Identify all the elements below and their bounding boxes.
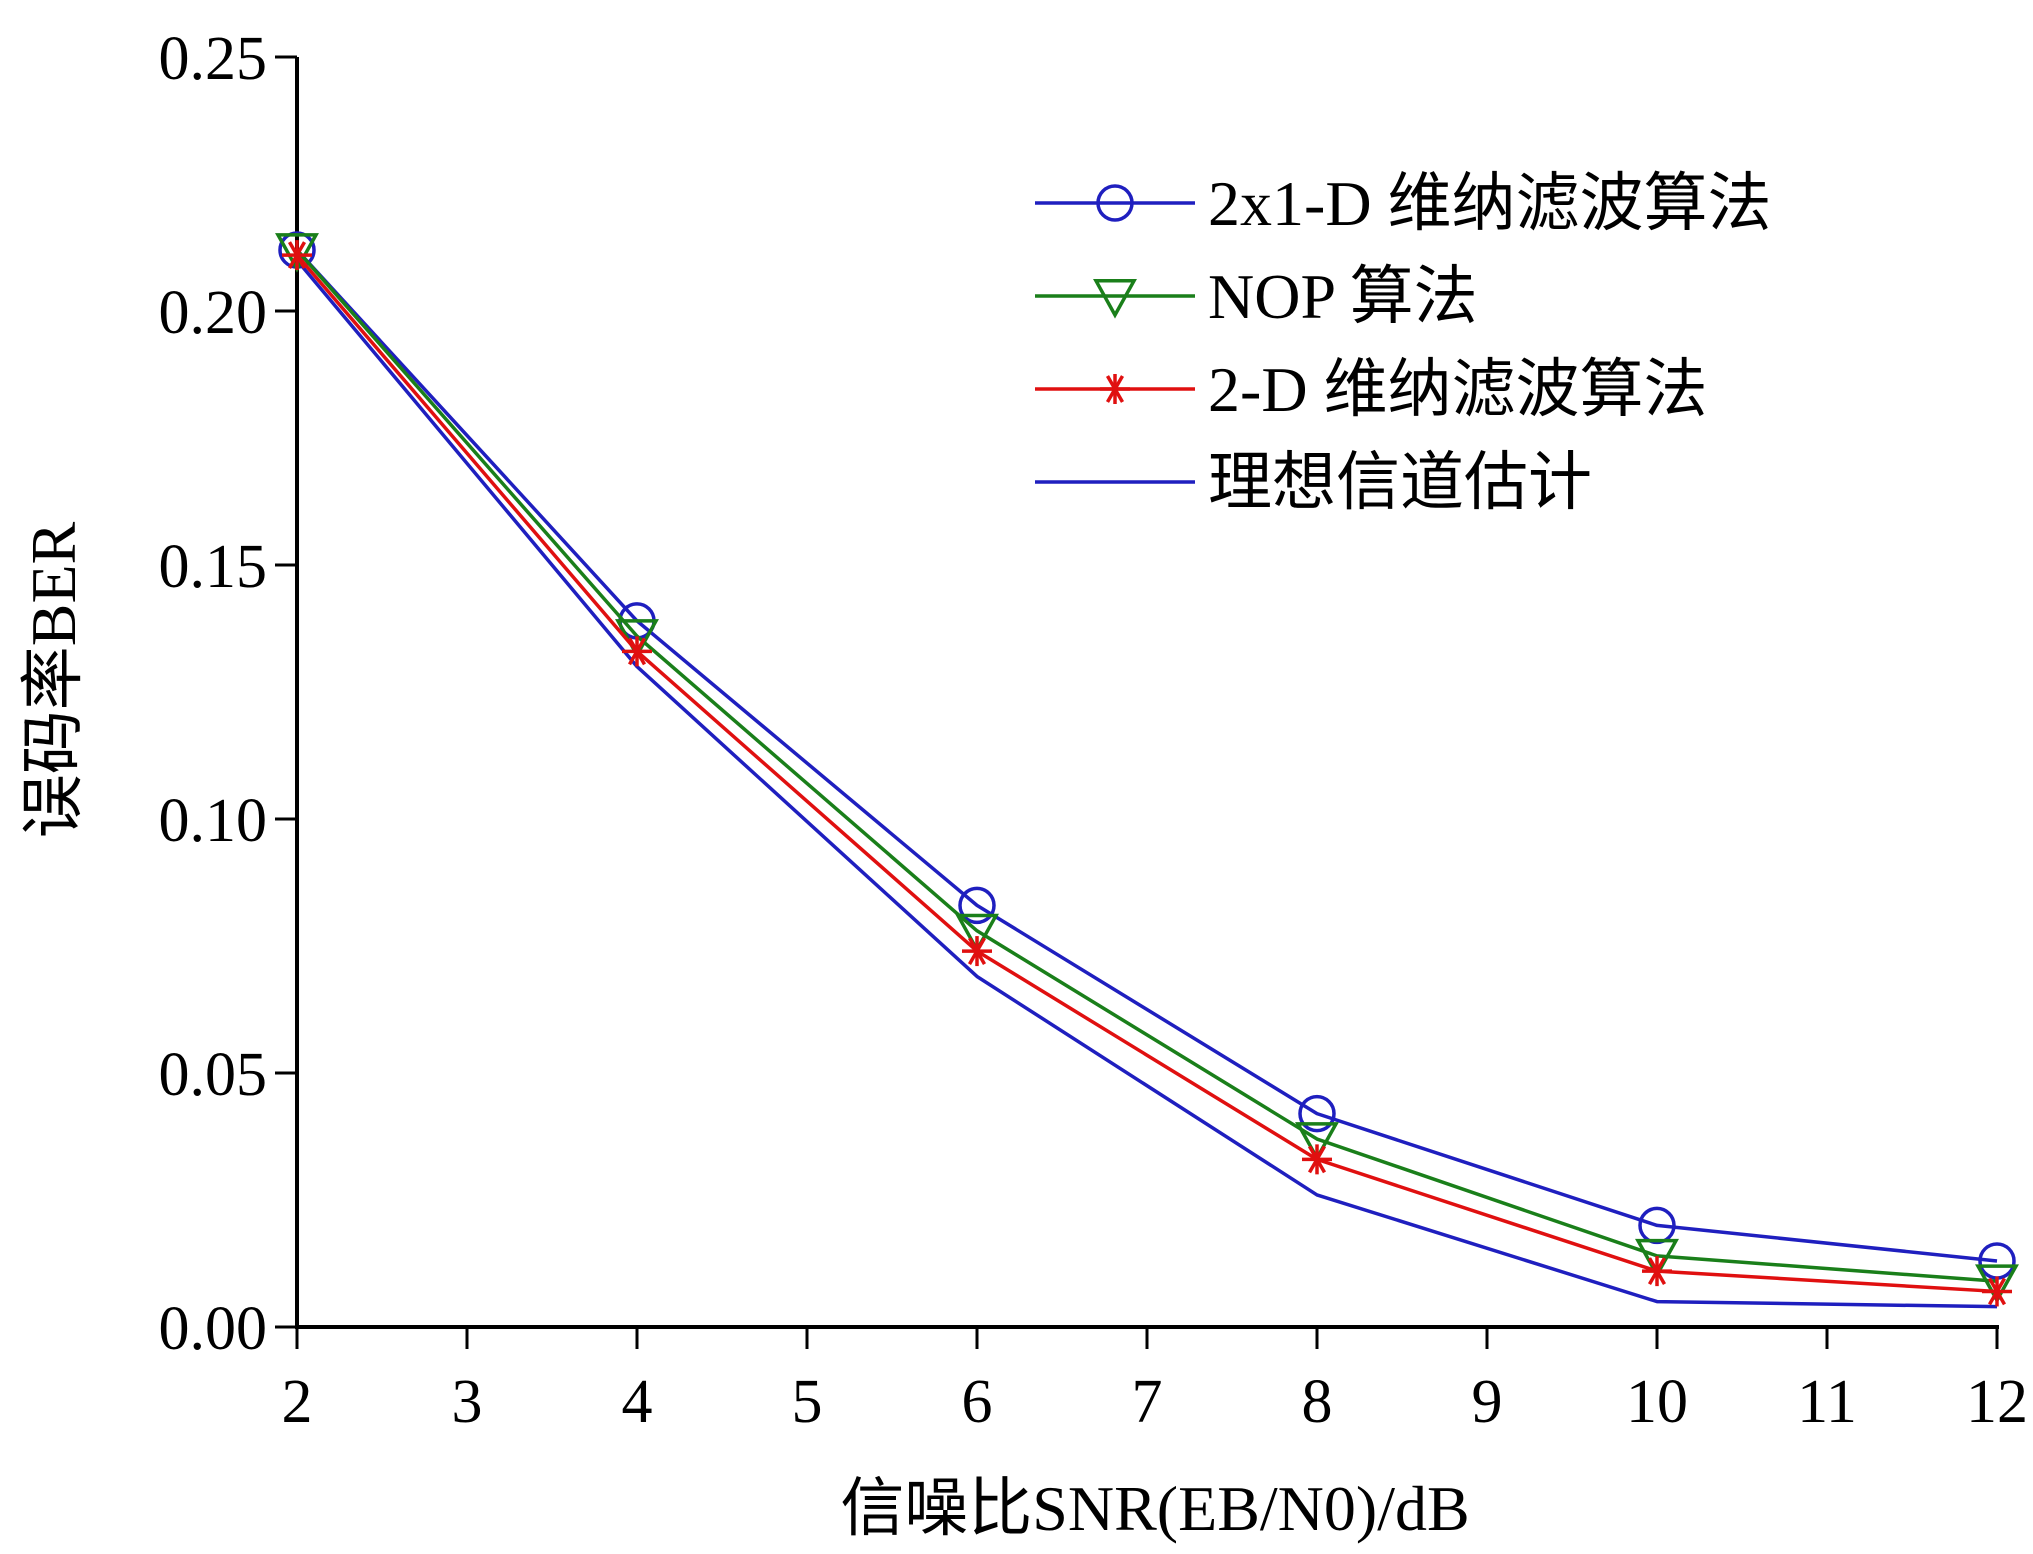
series-line bbox=[295, 253, 1998, 1294]
data-point bbox=[1295, 1122, 1339, 1162]
legend-label: 理想信道估计 bbox=[1208, 447, 1592, 518]
data-point bbox=[1982, 1276, 2012, 1307]
series-4 bbox=[295, 259, 1998, 1309]
y-tick-label: 0.20 bbox=[159, 279, 268, 347]
y-tick-label: 0.15 bbox=[159, 533, 268, 601]
legend-marker bbox=[1093, 279, 1137, 319]
y-tick-label: 0.10 bbox=[159, 787, 268, 855]
data-point bbox=[1302, 1144, 1332, 1175]
data-point bbox=[622, 636, 652, 667]
data-point bbox=[1635, 1238, 1679, 1279]
x-tick-label: 2 bbox=[282, 1368, 313, 1436]
x-tick-label: 8 bbox=[1302, 1368, 1333, 1436]
legend-entry: NOP 算法 bbox=[1035, 261, 1478, 332]
data-point bbox=[958, 886, 996, 925]
y-axis-title: 误码率BER bbox=[18, 521, 89, 838]
x-tick-label: 5 bbox=[792, 1368, 823, 1436]
data-point bbox=[955, 913, 999, 954]
legend-marker bbox=[1096, 184, 1134, 222]
series-2 bbox=[275, 233, 2019, 1304]
series-line bbox=[295, 259, 1998, 1309]
x-tick-label: 10 bbox=[1626, 1368, 1688, 1436]
x-tick-label: 6 bbox=[962, 1368, 993, 1436]
x-tick-label: 9 bbox=[1472, 1368, 1503, 1436]
legend-label: 2-D 维纳滤波算法 bbox=[1208, 354, 1708, 425]
data-point bbox=[962, 936, 992, 967]
data-point bbox=[282, 240, 312, 271]
x-tick-label: 7 bbox=[1132, 1368, 1163, 1436]
series-line bbox=[295, 248, 1998, 1263]
legend-label: NOP 算法 bbox=[1208, 261, 1478, 332]
axes: 2 3 4 5 6 7 8 9 10 11 12 0.00 0.05 0.10 0.15 0.20 0.25 bbox=[159, 25, 2029, 1436]
y-tick-label: 0.00 bbox=[159, 1295, 268, 1363]
data-point bbox=[1298, 1094, 1336, 1133]
x-tick-label: 4 bbox=[622, 1368, 653, 1436]
data-point bbox=[1975, 1264, 2019, 1304]
x-tick-label: 11 bbox=[1797, 1368, 1857, 1436]
legend-entry: 理想信道估计 bbox=[1035, 447, 1592, 518]
data-point bbox=[275, 233, 319, 273]
y-tick-label: 0.05 bbox=[159, 1041, 268, 1109]
legend-entry: 2-D 维纳滤波算法 bbox=[1035, 354, 1708, 425]
legend-marker bbox=[1100, 374, 1130, 404]
series-3 bbox=[282, 240, 2012, 1307]
legend-label: 2x1-D 维纳滤波算法 bbox=[1208, 168, 1772, 239]
series-layer bbox=[275, 231, 2019, 1309]
x-axis-title: 信噪比SNR(EB/N0)/dB bbox=[840, 1473, 1469, 1544]
y-tick-label: 0.25 bbox=[159, 25, 268, 93]
series-line bbox=[295, 248, 1998, 1284]
data-point bbox=[1642, 1256, 1672, 1287]
legend-entry: 2x1-D 维纳滤波算法 bbox=[1035, 168, 1772, 239]
x-tick-label: 12 bbox=[1966, 1368, 2028, 1436]
x-tick-label: 3 bbox=[452, 1368, 483, 1436]
